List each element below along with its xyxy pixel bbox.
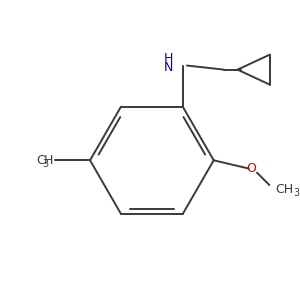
Text: C: C [37,154,45,167]
Text: N: N [164,61,173,74]
Text: 3: 3 [43,159,49,169]
Text: 3: 3 [293,188,299,198]
Text: O: O [246,162,256,175]
Text: H: H [164,52,173,65]
Text: H: H [44,154,53,167]
Text: CH: CH [276,183,294,196]
